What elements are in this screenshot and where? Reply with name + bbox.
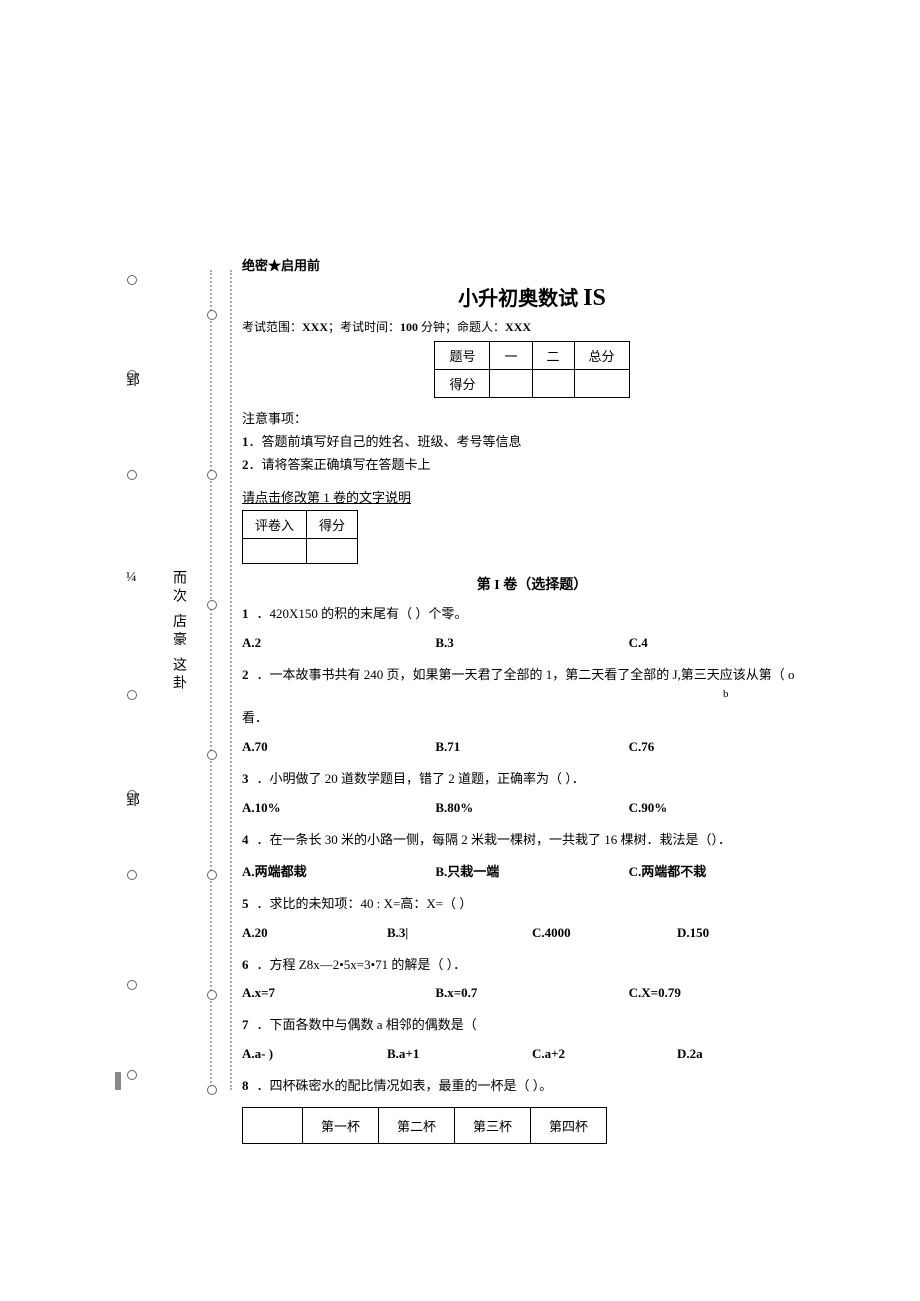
cup-0	[243, 1107, 303, 1143]
question-7: 7．下面各数中与偶数 a 相邻的偶数是（	[242, 1015, 822, 1036]
binding-dotted-line-2	[230, 270, 232, 1090]
title-suffix: IS	[583, 285, 606, 311]
vertical-binding-text: 而次 店豪 这卦	[168, 570, 188, 693]
cup-1: 第一杯	[303, 1107, 379, 1143]
section-edit-link: 请点击修改第 1 卷的文字说明	[242, 487, 822, 506]
grader-c1: 评卷入	[243, 511, 307, 539]
question-1: 1．420X150 的积的末尾有（ ）个零。	[242, 604, 822, 625]
gray-bar	[115, 1072, 121, 1090]
cup-4: 第四杯	[531, 1107, 607, 1143]
exam-info: 考试范围：XXX；考试时间：100 分钟；命题人：XXX	[242, 318, 822, 335]
q1-options: A.2 B.3 C.4	[242, 635, 822, 651]
side-char-1: 郢	[126, 370, 140, 390]
q6-options: A.x=7 B.x=0.7 C.X=0.79	[242, 985, 822, 1001]
grader-c2: 得分	[307, 511, 358, 539]
secrecy-tag: 绝密★启用前	[242, 255, 822, 274]
binding-dotted-line-1	[210, 270, 212, 1090]
score-header-3: 总分	[574, 342, 629, 370]
question-5: 5．求比的未知项：40 : X=高：X=（ ）	[242, 894, 822, 915]
notice-1: 1．答题前填写好自己的姓名、班级、考号等信息	[242, 431, 822, 450]
score-table: 题号 一 二 总分 得分	[434, 341, 629, 398]
q5-options: A.20 B.3| C.4000 D.150	[242, 925, 822, 941]
question-8: 8．四杯硃密水的配比情况如表，最重的一杯是（ ）。	[242, 1076, 822, 1097]
question-2-tail2: 看．	[242, 708, 822, 729]
cup-table: 第一杯 第二杯 第三杯 第四杯	[242, 1107, 607, 1144]
title-main: 小升初奥数试	[458, 288, 578, 310]
q7-options: A.a- ) B.a+1 C.a+2 D.2a	[242, 1046, 822, 1062]
side-char-2: ¼	[126, 570, 137, 586]
cup-2: 第二杯	[379, 1107, 455, 1143]
grader-table: 评卷入 得分	[242, 510, 358, 564]
q3-options: A.10% B.80% C.90%	[242, 800, 822, 816]
question-6: 6．方程 Z8x—2•5x=3•71 的解是（ ）．	[242, 955, 822, 976]
document-content: 绝密★启用前 小升初奥数试 IS 考试范围：XXX；考试时间：100 分钟；命题…	[242, 255, 822, 1144]
score-header-0: 题号	[435, 342, 490, 370]
q2-options: A.70 B.71 C.76	[242, 739, 822, 755]
question-3: 3．小明做了 20 道数学题目，错了 2 道题，正确率为（ ）．	[242, 769, 822, 790]
score-row-label: 得分	[435, 370, 490, 398]
notice-2: 2．请将答案正确填写在答题卡上	[242, 454, 822, 473]
cup-3: 第三杯	[455, 1107, 531, 1143]
section-1-title: 第 I 卷（选择题）	[242, 574, 822, 594]
question-2: 2．一本故事书共有 240 页，如果第一天君了全部的 1，第二天看了全部的 J,…	[242, 665, 822, 686]
question-4: 4．在一条长 30 米的小路一侧，每隔 2 米栽一棵树，一共栽了 16 棵树．栽…	[242, 830, 822, 851]
notice-label: 注意事项：	[242, 408, 822, 427]
q4-options: A.两端都栽 B.只栽一端 C.两端都不栽	[242, 861, 822, 880]
question-2-tail: b	[242, 684, 822, 705]
side-char-3: 郢	[126, 790, 140, 810]
exam-title: 小升初奥数试 IS	[242, 282, 822, 312]
score-header-2: 二	[532, 342, 574, 370]
score-header-1: 一	[490, 342, 532, 370]
